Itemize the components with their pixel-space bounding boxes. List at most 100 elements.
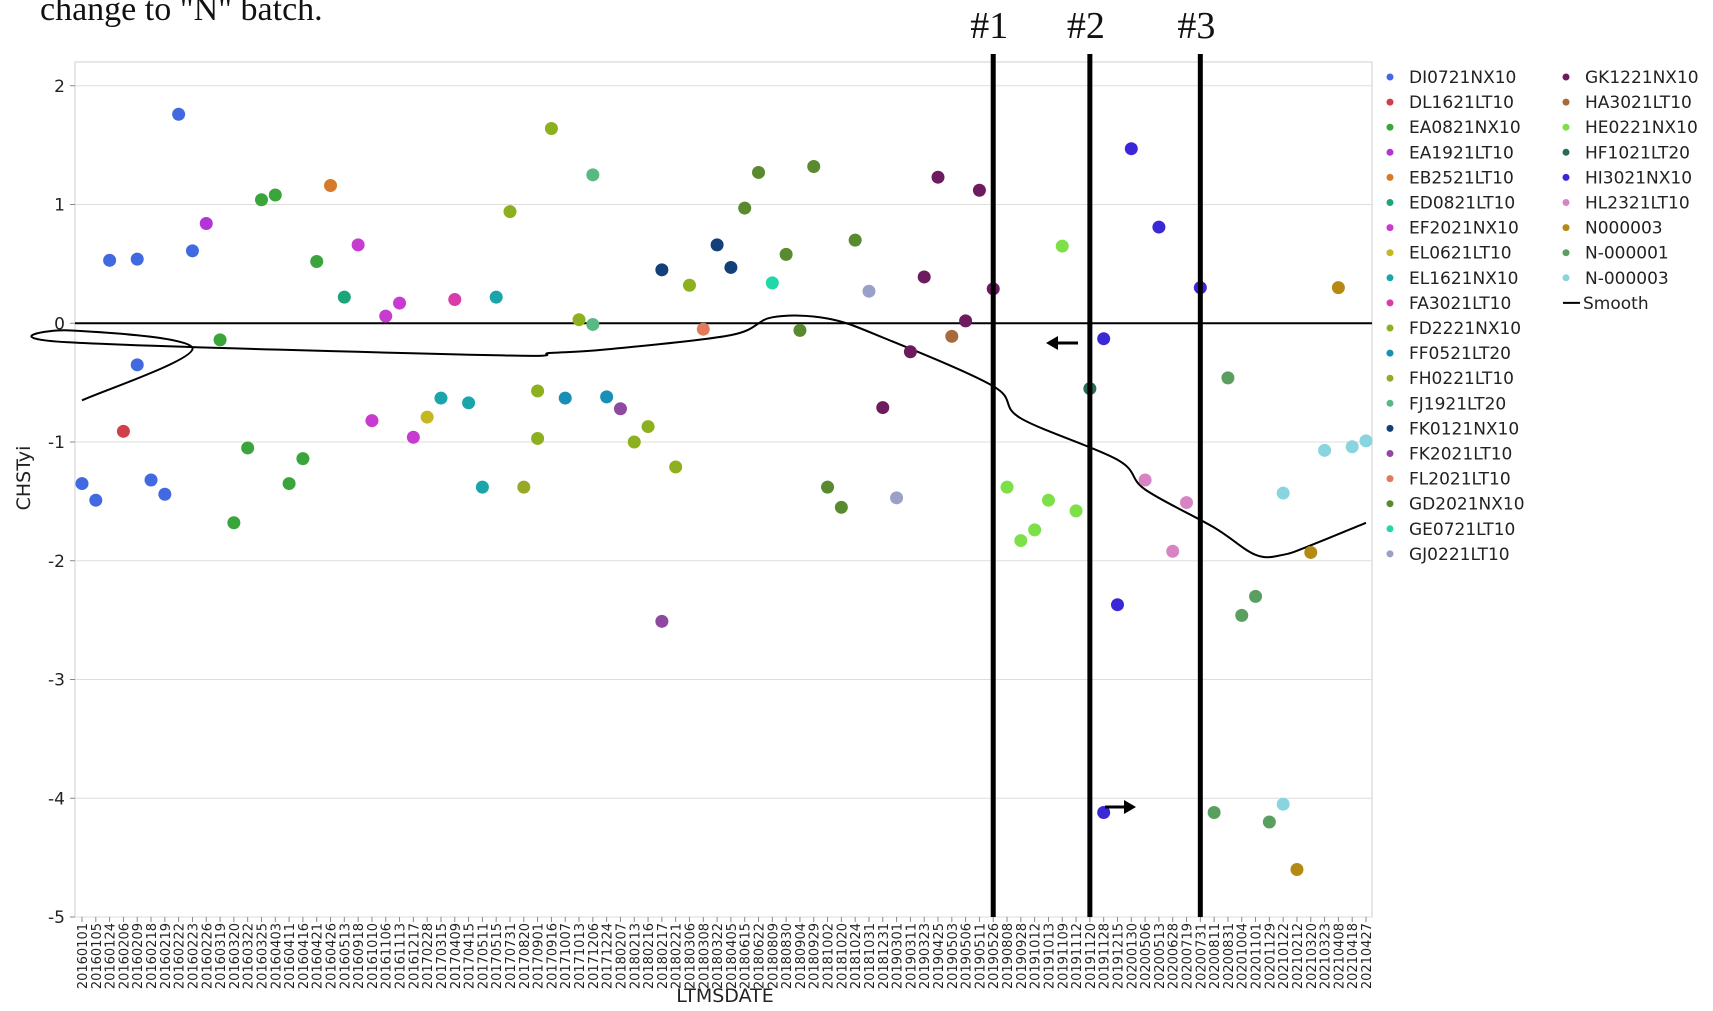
data-point xyxy=(1249,589,1263,603)
data-point xyxy=(834,500,848,514)
x-tick-label: 20210212 xyxy=(1291,923,1306,989)
legend-swatch xyxy=(1562,173,1570,181)
x-tick-label: 20200628 xyxy=(1167,923,1182,989)
data-point xyxy=(1152,220,1166,234)
x-tick-label: 20160325 xyxy=(255,923,270,989)
x-tick-label: 20210427 xyxy=(1360,923,1375,989)
x-tick-label: 20180809 xyxy=(766,923,781,989)
x-tick-label: 20201101 xyxy=(1250,923,1265,989)
legend-swatch xyxy=(1386,550,1394,558)
x-tick-label: 20170916 xyxy=(545,923,560,989)
x-tick-label: 20160206 xyxy=(117,923,132,989)
data-point xyxy=(503,205,517,219)
x-tick-label: 20180830 xyxy=(780,923,795,989)
data-point xyxy=(558,391,572,405)
data-point xyxy=(448,293,462,306)
x-axis-label: LTMSDATE xyxy=(676,985,773,1007)
data-point xyxy=(1345,440,1359,454)
legend-label: GE0721LT10 xyxy=(1409,520,1515,540)
y-tick-label: 2 xyxy=(54,77,65,97)
y-axis-ticks: 2 1 0 -1 -2 -3 -4 -5 xyxy=(48,77,75,928)
data-point xyxy=(420,410,434,424)
data-point xyxy=(282,477,296,491)
x-tick-label: 20210418 xyxy=(1346,923,1361,989)
data-point xyxy=(600,390,614,404)
data-point xyxy=(489,290,503,304)
legend-label: FK0121NX10 xyxy=(1409,419,1519,439)
data-point xyxy=(254,193,268,207)
x-tick-label: 20180622 xyxy=(753,923,768,989)
legend-swatch xyxy=(1386,173,1394,181)
x-tick-label: 20200831 xyxy=(1222,923,1237,989)
legend-swatch xyxy=(1386,224,1394,232)
x-tick-label: 20201129 xyxy=(1263,923,1278,989)
x-tick-label: 20200811 xyxy=(1208,923,1223,989)
data-point xyxy=(227,516,241,530)
plot-area xyxy=(74,61,1373,918)
data-point xyxy=(710,238,724,252)
x-tick-label: 20180929 xyxy=(808,923,823,989)
x-tick-label: 20161010 xyxy=(366,923,381,989)
x-tick-label: 20171007 xyxy=(559,923,574,989)
right-arrow-icon xyxy=(1124,800,1136,814)
legend-swatch xyxy=(1386,500,1394,508)
data-point xyxy=(1097,806,1111,819)
data-point xyxy=(517,480,531,494)
x-tick-label: 20160218 xyxy=(145,923,160,989)
data-point xyxy=(199,217,213,230)
x-tick-label: 20170901 xyxy=(532,923,547,989)
x-tick-label: 20160322 xyxy=(242,923,257,989)
data-point xyxy=(1221,371,1235,385)
data-point xyxy=(627,435,641,449)
data-point xyxy=(1110,598,1124,612)
legend-swatch xyxy=(1386,399,1394,407)
x-tick-label: 20191215 xyxy=(1111,923,1126,989)
left-arrow-icon xyxy=(1046,336,1058,350)
data-point xyxy=(613,402,627,416)
data-point xyxy=(351,238,365,252)
legend-label: FJ1921LT20 xyxy=(1409,394,1506,414)
legend-label: GD2021NX10 xyxy=(1409,495,1525,515)
legend-label: EL1621NX10 xyxy=(1409,269,1518,289)
x-tick-label: 20191112 xyxy=(1070,923,1085,989)
data-point xyxy=(738,201,752,215)
legend-label: HL2321LT10 xyxy=(1585,194,1690,214)
data-point xyxy=(572,313,586,327)
x-tick-label: 20170409 xyxy=(449,923,464,989)
data-point xyxy=(890,491,904,505)
data-point xyxy=(1304,545,1318,559)
x-tick-label: 20160319 xyxy=(214,923,229,989)
x-tick-label: 20160226 xyxy=(200,923,215,989)
data-point xyxy=(1000,480,1014,494)
data-point xyxy=(862,284,876,298)
x-tick-label: 20210122 xyxy=(1277,923,1292,989)
data-point xyxy=(213,333,227,347)
legend-label: DL1621LT10 xyxy=(1409,93,1514,113)
x-tick-label: 20200513 xyxy=(1153,923,1168,989)
data-point xyxy=(1262,815,1276,829)
data-point xyxy=(144,473,158,487)
legend-swatch xyxy=(1562,148,1570,156)
data-point xyxy=(185,244,199,258)
x-tick-label: 20181002 xyxy=(822,923,837,989)
legend-label: GJ0221LT10 xyxy=(1409,545,1510,565)
legend-swatch xyxy=(1386,123,1394,131)
data-point xyxy=(130,358,144,372)
annotation-arrows xyxy=(1046,336,1136,814)
x-tick-label: 20190808 xyxy=(1001,923,1016,989)
caption-text: change to "N" batch. xyxy=(40,0,323,28)
x-tick-label: 20200731 xyxy=(1194,923,1209,989)
legend-swatch xyxy=(1386,299,1394,307)
legend-swatch xyxy=(1562,73,1570,81)
x-tick-label: 20170511 xyxy=(476,923,491,989)
x-tick-label: 20180217 xyxy=(656,923,671,989)
x-tick-label: 20191012 xyxy=(1029,923,1044,989)
x-tick-label: 20161113 xyxy=(394,923,409,989)
legend-label: HA3021LT10 xyxy=(1585,93,1692,113)
legend-label: GK1221NX10 xyxy=(1585,68,1699,88)
x-tick-label: 20180615 xyxy=(739,923,754,989)
data-point xyxy=(931,170,945,184)
x-tick-label: 20180322 xyxy=(711,923,726,989)
data-point xyxy=(586,168,600,182)
x-tick-label: 20160426 xyxy=(325,923,340,989)
